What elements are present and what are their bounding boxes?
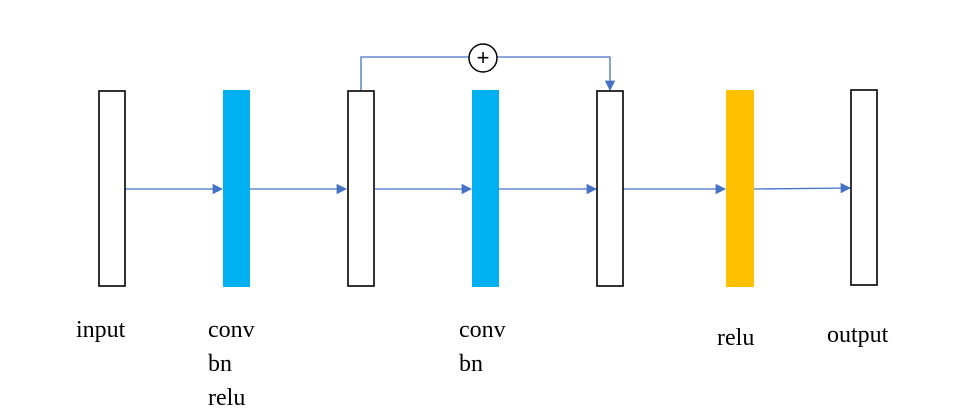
conv1-label: conv bn relu <box>208 317 255 411</box>
output-tensor-block <box>850 89 878 286</box>
input-label: input <box>76 317 126 343</box>
output-label: output <box>827 322 889 348</box>
conv-bn-relu-block <box>223 90 250 287</box>
conv2-label: conv bn <box>459 317 506 377</box>
arrow-relu-to-output <box>753 182 852 194</box>
intermediate-tensor-block <box>347 90 375 287</box>
sum-tensor-block <box>596 90 624 287</box>
conv-bn-block <box>472 90 499 287</box>
add-symbol: + <box>477 45 490 70</box>
relu-label: relu <box>717 325 755 351</box>
input-tensor-block <box>98 90 126 287</box>
relu-block <box>726 90 754 287</box>
add-operation-icon: + <box>468 43 498 73</box>
